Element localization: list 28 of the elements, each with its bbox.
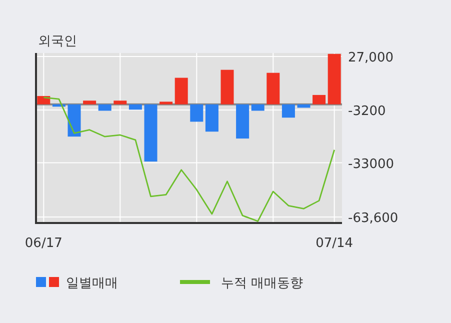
- y-tick-label: -33000: [348, 156, 394, 172]
- bar: [37, 96, 50, 104]
- bar: [266, 72, 280, 104]
- y-tick-label: 27,000: [348, 50, 394, 66]
- bar: [190, 104, 204, 122]
- bar: [68, 104, 81, 137]
- y-tick-label: -3200: [348, 104, 386, 120]
- x-tick-label: 06/17: [24, 236, 62, 251]
- bar: [297, 104, 310, 108]
- bar: [114, 100, 127, 104]
- bar: [220, 70, 234, 104]
- legend-label: 누적 매매동향: [221, 276, 304, 291]
- chart-title: 외국인: [38, 34, 77, 49]
- y-tick-label: -63,600: [348, 210, 398, 226]
- bar: [236, 104, 250, 139]
- bar: [128, 104, 142, 110]
- bar: [282, 104, 295, 118]
- legend-label: 일별매매: [66, 276, 118, 291]
- x-tick-label: 07/14: [316, 236, 354, 251]
- bar: [205, 104, 218, 132]
- bar: [328, 54, 341, 104]
- bar: [251, 104, 264, 111]
- bar: [312, 94, 326, 104]
- bar: [144, 104, 158, 162]
- bar: [98, 104, 112, 111]
- bar: [174, 78, 188, 104]
- bar: [83, 100, 96, 104]
- bar: [160, 102, 173, 104]
